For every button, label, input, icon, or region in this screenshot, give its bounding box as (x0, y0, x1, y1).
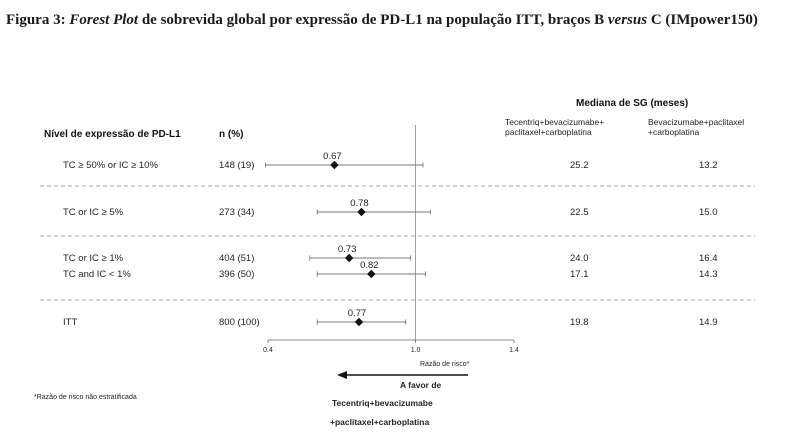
median-arm-c: 14.9 (699, 317, 718, 328)
median-arm-c: 14.3 (699, 269, 718, 280)
forest-row: TC and IC < 1% 396 (50) 0.82 17.1 14.3 (63, 260, 718, 280)
hr-point (330, 160, 339, 170)
header-arm-c-line1: Bevacizumabe+paclitaxel (648, 117, 744, 127)
hr-point (354, 317, 364, 327)
header-arm-b-line2: paclitaxel+carboplatina (505, 127, 592, 137)
forest-row: TC or IC ≥ 1% 404 (51) 0.73 24.0 16.4 (63, 244, 718, 264)
header-subgroup: Nível de expressão de PD-L1 (44, 129, 181, 140)
median-arm-b: 25.2 (570, 160, 589, 171)
row-label: TC or IC ≥ 1% (63, 253, 124, 264)
footnote: *Razão de risco não estratificada (34, 394, 137, 401)
header-arm-c-line2: +carboplatina (648, 127, 700, 137)
hr-point (357, 207, 366, 217)
hr-label: 0.78 (350, 198, 369, 209)
median-arm-b: 22.5 (570, 207, 589, 218)
x-tick-label: 1.0 (411, 347, 421, 354)
row-n: 800 (100) (219, 317, 260, 328)
favor-arm-line2: +paclitaxel+carboplatina (330, 417, 429, 427)
row-label: TC or IC ≥ 5% (63, 207, 124, 218)
median-arm-c: 16.4 (699, 253, 718, 264)
caption-italic-forest-plot: Forest Plot (69, 12, 139, 28)
median-arm-c: 15.0 (699, 207, 718, 218)
median-arm-c: 13.2 (699, 160, 718, 171)
forest-row: TC or IC ≥ 5% 273 (34) 0.78 22.5 15.0 (63, 198, 718, 218)
row-label: TC ≥ 50% or IC ≥ 10% (63, 160, 158, 171)
forest-row: ITT 800 (100) 0.77 19.8 14.9 (63, 308, 718, 328)
row-n: 148 (19) (219, 160, 254, 171)
axis-label-hazard-ratio: Razão de risco* (420, 361, 470, 368)
row-n: 396 (50) (219, 269, 254, 280)
favor-arm-line1: Tecentriq+bevacizumabe (332, 398, 433, 408)
x-tick-label: 0.4 (263, 347, 273, 354)
hr-label: 0.67 (323, 151, 342, 162)
header-arm-b-line1: Tecentriq+bevacizumabe+ (505, 117, 604, 127)
hr-label: 0.77 (348, 308, 367, 319)
row-label: TC and IC < 1% (63, 269, 131, 280)
header-n: n (%) (219, 129, 243, 140)
median-arm-b: 19.8 (570, 317, 589, 328)
hr-label: 0.73 (338, 244, 357, 255)
row-n: 404 (51) (219, 253, 254, 264)
median-arm-b: 24.0 (570, 253, 589, 264)
x-tick-label: 1.4 (509, 347, 519, 354)
median-arm-b: 17.1 (570, 269, 589, 280)
hr-label: 0.82 (360, 260, 379, 271)
favor-arrow-head (337, 371, 347, 379)
caption-italic-versus: versus (607, 12, 648, 28)
figure-caption: Figura 3: Forest Plot de sobrevida globa… (6, 12, 758, 28)
row-label: ITT (63, 317, 77, 328)
favor-text: A favor de (400, 380, 442, 390)
header-median-sg: Mediana de SG (meses) (576, 98, 688, 109)
hr-point (367, 269, 376, 279)
hr-point (344, 253, 354, 263)
forest-row: TC ≥ 50% or IC ≥ 10% 148 (19) 0.67 25.2 13.2 (63, 151, 718, 171)
row-n: 273 (34) (219, 207, 254, 218)
